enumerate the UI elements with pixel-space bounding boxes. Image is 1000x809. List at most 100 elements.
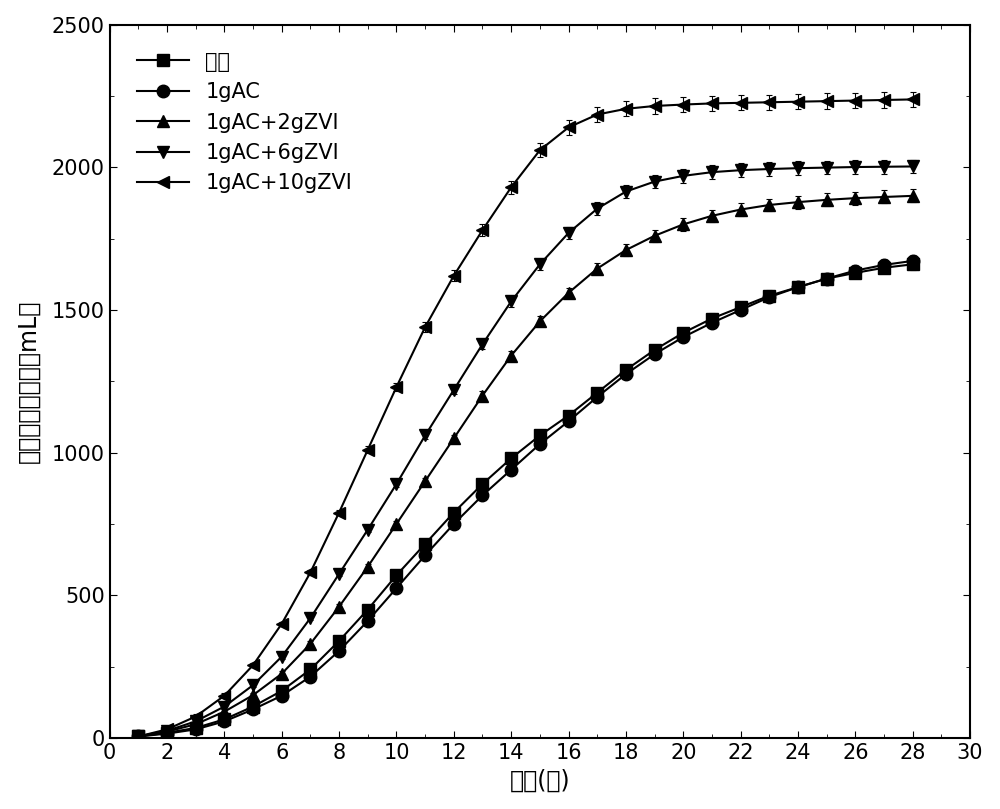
- 1gAC+6gZVI: [620, 187, 632, 197]
- 1gAC+10gZVI: [706, 99, 718, 108]
- 1gAC+6gZVI: [132, 731, 144, 741]
- 空白: [649, 345, 661, 355]
- 1gAC: [276, 691, 288, 701]
- 1gAC: [476, 490, 488, 500]
- 1gAC+2gZVI: [276, 669, 288, 679]
- 1gAC+2gZVI: [505, 351, 517, 361]
- 空白: [907, 260, 919, 269]
- 1gAC+6gZVI: [677, 171, 689, 180]
- 1gAC+2gZVI: [161, 726, 173, 736]
- 1gAC: [448, 519, 460, 529]
- 1gAC: [591, 392, 603, 402]
- 空白: [792, 282, 804, 292]
- 1gAC+10gZVI: [276, 619, 288, 629]
- 1gAC+10gZVI: [448, 271, 460, 281]
- 1gAC+6gZVI: [849, 162, 861, 172]
- 1gAC+6gZVI: [706, 167, 718, 177]
- 1gAC+2gZVI: [476, 391, 488, 400]
- 1gAC+2gZVI: [333, 602, 345, 612]
- 1gAC+2gZVI: [563, 288, 575, 298]
- 1gAC+2gZVI: [849, 193, 861, 203]
- 1gAC+6gZVI: [821, 163, 833, 172]
- 1gAC+6gZVI: [534, 260, 546, 269]
- 1gAC+6gZVI: [907, 162, 919, 172]
- 1gAC+2gZVI: [821, 195, 833, 205]
- 1gAC: [878, 260, 890, 269]
- 空白: [620, 365, 632, 375]
- 1gAC+10gZVI: [735, 98, 747, 108]
- 1gAC: [907, 256, 919, 265]
- 1gAC: [821, 273, 833, 283]
- 1gAC+6gZVI: [218, 701, 230, 711]
- 1gAC+10gZVI: [591, 110, 603, 120]
- 1gAC: [505, 465, 517, 475]
- 1gAC+2gZVI: [878, 192, 890, 201]
- 1gAC+10gZVI: [849, 95, 861, 105]
- 空白: [591, 388, 603, 397]
- 1gAC+6gZVI: [735, 165, 747, 175]
- 1gAC+6gZVI: [190, 717, 202, 726]
- 1gAC+10gZVI: [878, 95, 890, 105]
- 1gAC: [792, 282, 804, 292]
- 1gAC+2gZVI: [792, 197, 804, 207]
- 1gAC+10gZVI: [563, 122, 575, 132]
- 空白: [132, 731, 144, 741]
- 1gAC: [190, 725, 202, 735]
- 空白: [534, 430, 546, 440]
- 1gAC+10gZVI: [792, 97, 804, 107]
- 1gAC+10gZVI: [907, 95, 919, 104]
- X-axis label: 时间(天): 时间(天): [510, 769, 570, 792]
- 1gAC+10gZVI: [505, 183, 517, 193]
- Legend: 空白, 1gAC, 1gAC+2gZVI, 1gAC+6gZVI, 1gAC+10gZVI: 空白, 1gAC, 1gAC+2gZVI, 1gAC+6gZVI, 1gAC+1…: [120, 35, 369, 210]
- 1gAC: [333, 646, 345, 656]
- 空白: [677, 328, 689, 337]
- 1gAC+10gZVI: [476, 225, 488, 235]
- 1gAC: [161, 729, 173, 739]
- 1gAC+2gZVI: [304, 639, 316, 649]
- 1gAC+10gZVI: [333, 508, 345, 518]
- 空白: [448, 508, 460, 518]
- 1gAC+6gZVI: [476, 339, 488, 349]
- 1gAC: [849, 265, 861, 275]
- 空白: [563, 411, 575, 421]
- 1gAC+2gZVI: [218, 707, 230, 717]
- 空白: [821, 273, 833, 283]
- 1gAC: [390, 583, 402, 593]
- 空白: [304, 664, 316, 674]
- Line: 空白: 空白: [132, 258, 919, 743]
- 空白: [419, 539, 431, 549]
- 1gAC: [763, 292, 775, 302]
- 1gAC: [534, 439, 546, 449]
- 1gAC: [132, 731, 144, 741]
- 1gAC+2gZVI: [677, 219, 689, 229]
- 1gAC+10gZVI: [132, 731, 144, 741]
- 空白: [849, 268, 861, 277]
- 空白: [218, 714, 230, 724]
- 1gAC+6gZVI: [448, 385, 460, 395]
- 1gAC+6gZVI: [792, 163, 804, 173]
- 1gAC+10gZVI: [362, 445, 374, 455]
- 空白: [706, 314, 718, 324]
- 1gAC+6gZVI: [505, 297, 517, 307]
- 1gAC+10gZVI: [247, 660, 259, 670]
- 1gAC+6gZVI: [276, 652, 288, 662]
- 1gAC+10gZVI: [677, 100, 689, 109]
- 1gAC+2gZVI: [620, 245, 632, 255]
- 1gAC: [620, 369, 632, 379]
- 1gAC: [649, 349, 661, 359]
- 1gAC+10gZVI: [161, 725, 173, 735]
- 1gAC+6gZVI: [362, 525, 374, 535]
- 1gAC+10gZVI: [620, 104, 632, 114]
- 1gAC+2gZVI: [735, 205, 747, 214]
- 1gAC+6gZVI: [649, 176, 661, 186]
- 1gAC: [677, 332, 689, 342]
- 1gAC+6gZVI: [247, 680, 259, 690]
- 1gAC+2gZVI: [362, 562, 374, 572]
- 空白: [276, 686, 288, 696]
- Line: 1gAC+2gZVI: 1gAC+2gZVI: [132, 189, 919, 743]
- 1gAC+6gZVI: [390, 479, 402, 489]
- 空白: [333, 636, 345, 646]
- 1gAC+2gZVI: [706, 211, 718, 221]
- 1gAC: [735, 305, 747, 315]
- 1gAC: [419, 550, 431, 560]
